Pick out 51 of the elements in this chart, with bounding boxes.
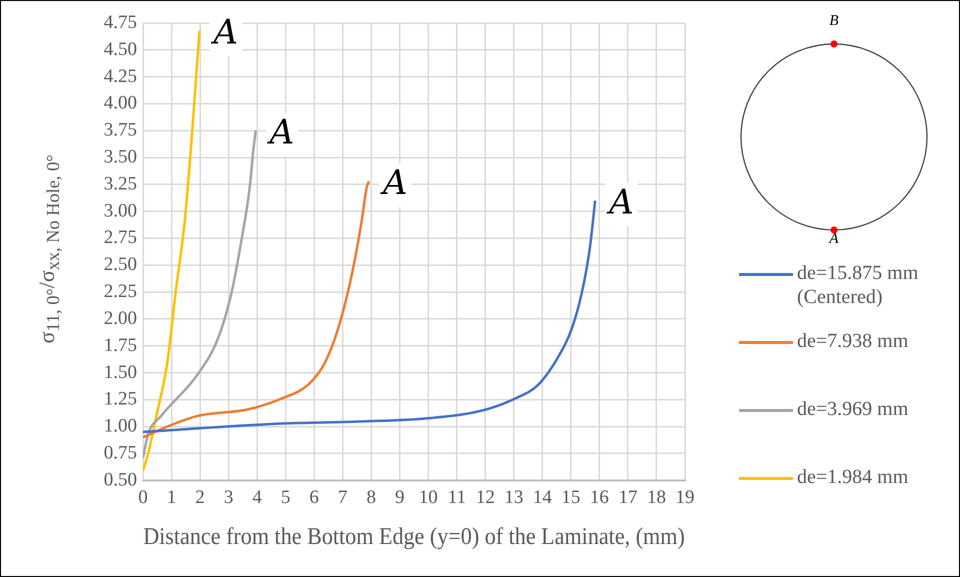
line-series [143,199,596,434]
x-tick-label: 15 [561,486,580,508]
line-series [143,129,257,460]
x-tick-label: 3 [224,486,234,508]
x-tick-label: 6 [309,486,319,508]
legend-label: de=7.938 mm [797,329,910,353]
y-tick-label: 1.25 [104,388,137,410]
x-tick-label: 17 [618,486,638,508]
y-tick-label: 0.75 [104,442,137,464]
annotation: A [606,182,634,222]
y-tick-label: 1.50 [104,362,137,383]
line-series [143,29,201,472]
x-tick-label: 14 [532,486,552,508]
y-tick-label: 3.00 [104,200,137,222]
x-tick-label: 16 [590,486,609,508]
x-tick-label: 10 [418,486,438,508]
annotation: A [210,12,238,52]
legend-label: de=15.875 mm (Centered) [797,261,920,309]
x-tick-label: 0 [138,486,148,508]
y-tick-label: 1.75 [104,334,137,356]
x-tick-label: 11 [448,486,466,508]
y-tick-label: 3.50 [104,146,137,168]
y-tick-label: 2.50 [104,254,137,276]
y-tick-label: 1.00 [104,416,137,437]
x-tick-label: 13 [504,486,524,508]
line-series [143,180,370,439]
y-tick-label: 2.25 [104,281,137,302]
x-tick-label: 1 [166,486,176,508]
x-tick-label: 9 [394,486,404,508]
x-tick-label: 4 [252,486,262,508]
legend-label: de=1.984 mm [797,465,910,489]
annotation: A [380,163,408,204]
x-tick-label: 8 [366,486,376,508]
y-tick-label: 0.50 [104,469,137,490]
y-tick-label: 4.25 [104,66,137,87]
y-tick-label: 4.50 [104,38,137,60]
x-axis-title: Distance from the Bottom Edge (y=0) of the Laminate, (mm) [143,522,685,550]
y-tick-label: 4.00 [104,92,137,114]
x-tick-label: 18 [646,486,666,508]
y-tick-label: 4.75 [104,12,137,33]
x-tick-label: 5 [280,486,290,508]
legend-label: de=3.969 mm [797,397,910,421]
annotation: A [266,112,294,152]
y-tick-label: 2.75 [104,227,137,248]
y-tick-label: 2.00 [104,308,137,329]
x-tick-label: 2 [195,486,205,508]
x-tick-label: 7 [338,486,348,508]
y-tick-label: 3.75 [104,120,137,141]
x-tick-label: 12 [476,486,495,508]
y-tick-label: 3.25 [104,173,137,194]
x-tick-label: 19 [676,486,694,508]
